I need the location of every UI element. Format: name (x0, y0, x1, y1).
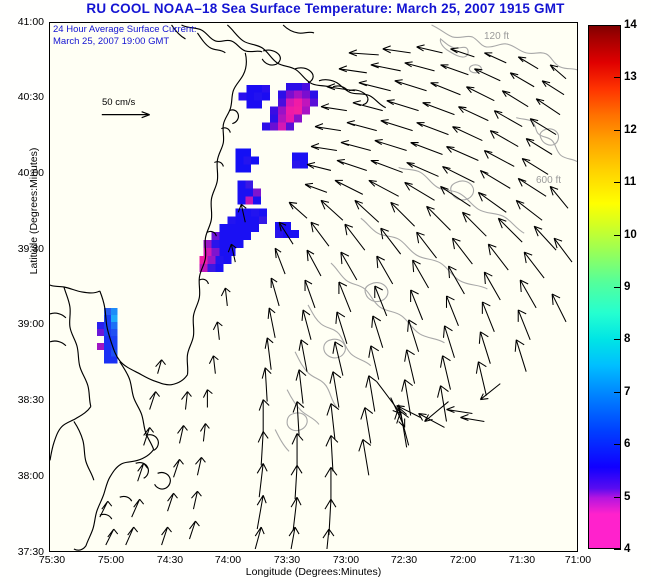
colorbar-tick-label: 9 (624, 281, 631, 293)
current-annotation-line2: March 25, 2007 19:00 GMT (53, 35, 170, 47)
colorbar-tick (614, 235, 621, 236)
colorbar-tick (614, 77, 621, 78)
x-axis-title: Longitude (Degrees:Minutes) (245, 566, 382, 578)
current-annotation-line1: 24 Hour Average Surface Current: (53, 24, 197, 35)
y-axis-title-text: Latitude (Degrees:Minutes) (28, 147, 40, 275)
y-tick-label: 41:00 (17, 16, 44, 28)
map-plot-area[interactable]: 24 Hour Average Surface Current: March 2… (49, 22, 578, 552)
colorbar-tick (614, 497, 621, 498)
y-tick-label: 39:00 (17, 318, 44, 330)
colorbar-tick-label: 11 (624, 176, 637, 188)
x-tick-label: 72:00 (449, 554, 477, 566)
colorbar-tick-label: 5 (624, 491, 631, 503)
colorbar-tick-label: 7 (624, 386, 631, 398)
colorbar-tick-label: 10 (624, 229, 637, 241)
sst-pixel-data (96, 82, 318, 364)
y-tick-label: 39:30 (17, 243, 44, 255)
y-tick-label: 37:30 (17, 546, 44, 558)
y-tick-label: 40:30 (17, 91, 44, 103)
bathymetry-contours (274, 24, 577, 452)
colorbar-tick-label: 14 (624, 19, 637, 31)
y-tick-label: 40:00 (17, 167, 44, 179)
figure-title: RU COOL NOAA–18 Sea Surface Temperature:… (86, 1, 565, 16)
x-tick-label: 71:30 (508, 554, 536, 566)
colorbar-tick-label: 6 (624, 438, 631, 450)
colorbar-tick-label: 4 (624, 543, 631, 555)
colorbar-tick (614, 287, 621, 288)
x-tick-label: 73:30 (273, 554, 301, 566)
x-tick-label: 74:30 (156, 554, 184, 566)
colorbar-tick (614, 25, 621, 26)
coastline (50, 24, 386, 551)
colorbar-tick (614, 549, 621, 550)
scale-arrow (101, 111, 150, 119)
bathymetry-label-600ft: 600 ft (536, 175, 562, 186)
colorbar-tick-label: 13 (624, 71, 637, 83)
x-tick-label: 74:00 (214, 554, 242, 566)
x-tick-label: 75:30 (38, 554, 66, 566)
colorbar-tick (614, 182, 621, 183)
x-tick-label: 73:00 (332, 554, 360, 566)
colorbar-tick (614, 444, 621, 445)
y-axis-title: Latitude (Degrees:Minutes) (28, 131, 40, 291)
x-tick-label: 72:30 (390, 554, 418, 566)
colorbar-tick (614, 339, 621, 340)
colorbar-tick-label: 8 (624, 333, 631, 345)
scalebar-label: 50 cm/s (102, 97, 136, 108)
map-graphics (50, 24, 577, 551)
y-tick-label: 38:00 (17, 470, 44, 482)
colorbar-tick-label: 12 (624, 124, 637, 136)
colorbar-tick (614, 392, 621, 393)
current-annotation: 24 Hour Average Surface Current: March 2… (53, 24, 196, 47)
current-vectors (99, 44, 573, 550)
x-tick-label: 71:00 (564, 554, 592, 566)
x-tick-label: 75:00 (97, 554, 125, 566)
y-tick-label: 38:30 (17, 394, 44, 406)
colorbar-tick (614, 130, 621, 131)
bathymetry-label-120ft: 120 ft (484, 31, 510, 42)
